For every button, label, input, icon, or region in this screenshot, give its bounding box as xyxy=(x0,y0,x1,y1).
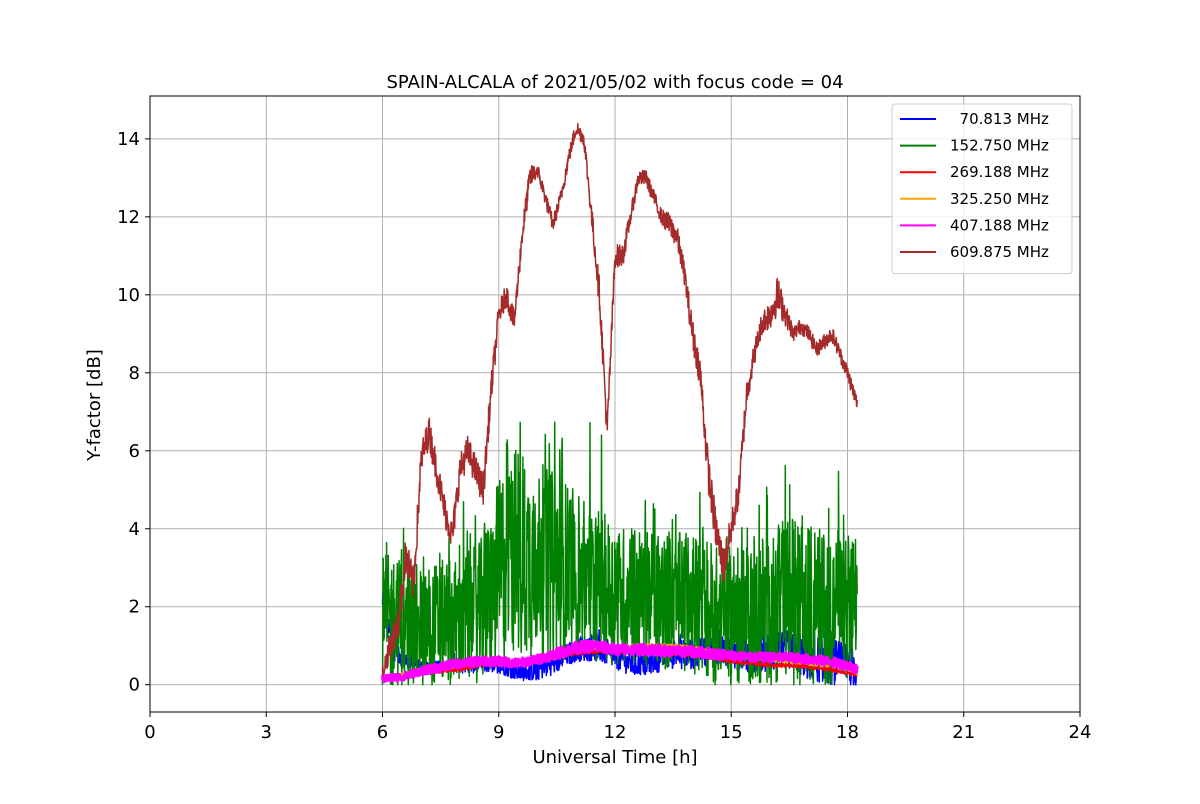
series-line-5 xyxy=(381,123,858,677)
plot-area xyxy=(381,123,859,686)
x-tick-label: 18 xyxy=(836,722,859,743)
legend-label: 152.750 MHz xyxy=(950,137,1049,155)
x-tick-label: 21 xyxy=(952,722,975,743)
y-axis-ticks: 0 2 4 6 8 10 12 14 xyxy=(117,129,150,696)
series-line-1 xyxy=(381,421,858,686)
x-tick-label: 3 xyxy=(261,722,272,743)
y-tick-label: 2 xyxy=(129,597,140,618)
legend-label: 325.250 MHz xyxy=(950,190,1049,208)
legend-label: 609.875 MHz xyxy=(950,243,1049,261)
legend-label: 407.188 MHz xyxy=(950,216,1049,234)
y-tick-label: 8 xyxy=(129,363,140,384)
x-tick-label: 6 xyxy=(377,722,388,743)
y-tick-label: 4 xyxy=(129,519,140,540)
y-tick-label: 12 xyxy=(117,207,140,228)
chart-title: SPAIN-ALCALA of 2021/05/02 with focus co… xyxy=(386,72,843,93)
legend-label: 269.188 MHz xyxy=(950,163,1049,181)
y-tick-label: 6 xyxy=(129,441,140,462)
x-axis-label: Universal Time [h] xyxy=(532,747,697,768)
x-tick-label: 15 xyxy=(720,722,743,743)
x-tick-label: 9 xyxy=(493,722,504,743)
legend-box xyxy=(891,103,1073,275)
y-tick-label: 10 xyxy=(117,285,140,306)
series-line-4 xyxy=(381,639,859,684)
series-layer xyxy=(381,123,859,686)
legend-label: 70.813 MHz xyxy=(950,110,1049,128)
legend: 70.813 MHz 152.750 MHz 269.188 MHz 325.250 … xyxy=(891,103,1073,275)
x-tick-label: 12 xyxy=(604,722,627,743)
x-tick-label: 0 xyxy=(144,722,155,743)
x-axis-ticks: 0 3 6 9 12 15 18 21 24 xyxy=(144,712,1091,743)
x-tick-label: 24 xyxy=(1069,722,1092,743)
y-tick-label: 14 xyxy=(117,129,140,150)
y-axis-label: Y-factor [dB] xyxy=(84,349,105,462)
y-tick-label: 0 xyxy=(129,675,140,696)
